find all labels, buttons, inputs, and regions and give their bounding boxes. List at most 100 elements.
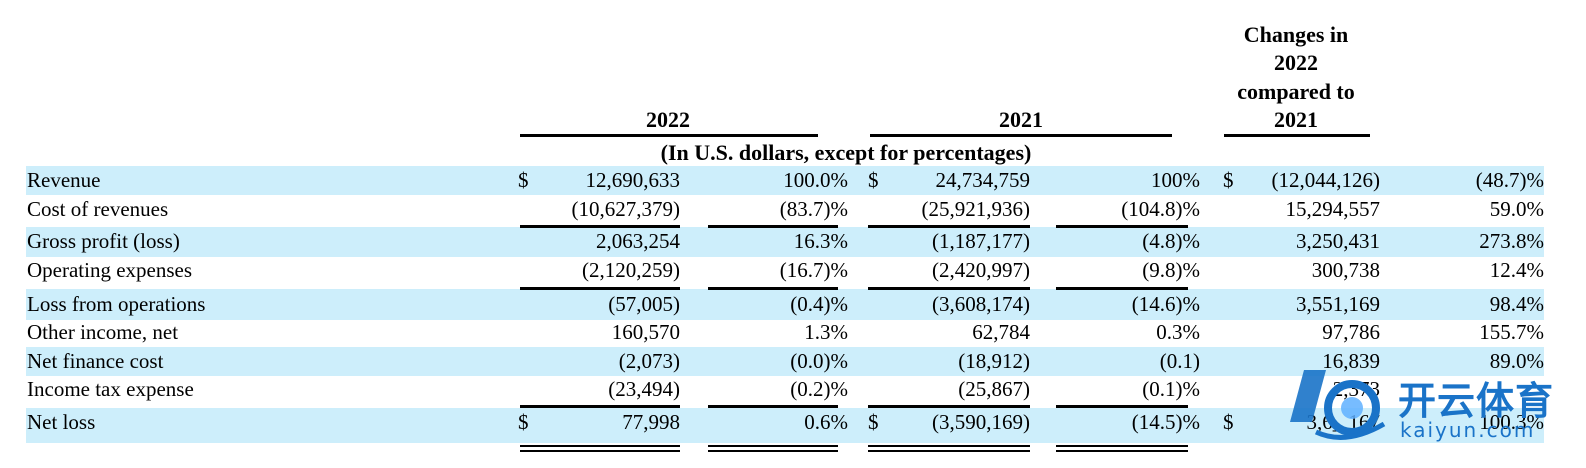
value-2022: (2,073) (618, 349, 680, 373)
percent-2021: (0.1)% (1142, 377, 1200, 401)
percent-2022: (0.4)% (790, 292, 848, 316)
header-change-rule (1224, 134, 1370, 137)
value-change: 3,551,169 (1296, 292, 1380, 316)
percent-change: (48.7)% (1475, 168, 1544, 192)
row-shade-revenue (26, 166, 1544, 195)
underline-rule (868, 405, 1030, 408)
dollar-sign-2022: $ (518, 168, 529, 192)
underline-rule (708, 405, 838, 408)
percent-2022: (0.0)% (790, 349, 848, 373)
row-label: Other income, net (27, 320, 179, 344)
percent-2021: (104.8)% (1121, 197, 1200, 221)
percent-2022: 1.3% (804, 320, 848, 344)
underline-rule (868, 225, 1030, 228)
row-label: Cost of revenues (27, 197, 169, 221)
header-2022-rule (520, 134, 818, 137)
dollar-sign-2022: $ (518, 410, 529, 434)
percent-2021: (14.6)% (1131, 292, 1200, 316)
percent-2022: (16.7)% (779, 258, 848, 282)
row-label: Gross profit (loss) (27, 229, 180, 253)
percent-change: 98.4% (1489, 292, 1544, 316)
underline-rule (868, 287, 1030, 290)
header-change-line2: 2022 (1274, 50, 1318, 75)
double-underline-rule (708, 445, 838, 447)
header-change-line4: 2021 (1274, 107, 1318, 132)
percent-2021: (9.8)% (1142, 258, 1200, 282)
value-2021: (18,912) (958, 349, 1030, 373)
value-2022: (2,120,259) (582, 258, 680, 282)
underline-rule (708, 225, 838, 228)
units-note: (In U.S. dollars, except for percentages… (660, 140, 1032, 165)
value-2021: (3,608,174) (932, 292, 1030, 316)
percent-2022: 16.3% (793, 229, 848, 253)
percent-2021: (0.1) (1159, 349, 1200, 373)
underline-rule (708, 287, 838, 290)
header-2022: 2022 (646, 107, 690, 132)
value-2021: (25,921,936) (921, 197, 1031, 221)
double-underline-rule (1056, 450, 1188, 452)
percent-2022: 0.6% (804, 410, 848, 434)
double-underline-rule (1056, 445, 1188, 447)
percent-change: 12.4% (1489, 258, 1544, 282)
value-change: 3,250,431 (1296, 229, 1380, 253)
value-change: (12,044,126) (1271, 168, 1381, 192)
value-change: 15,294,557 (1285, 197, 1381, 221)
row-label: Income tax expense (27, 377, 194, 401)
row-label: Revenue (27, 168, 101, 192)
row-label: Net finance cost (27, 349, 164, 373)
percent-change: 89.0% (1489, 349, 1544, 373)
double-underline-rule (868, 445, 1030, 447)
row-shade-loss-ops (26, 289, 1544, 320)
value-2022: (10,627,379) (571, 197, 681, 221)
row-label: Operating expenses (27, 258, 193, 282)
watermark-brand-en: kaiyun.com (1400, 418, 1536, 442)
percent-change: 100.3% (1479, 410, 1544, 434)
underline-rule (1056, 225, 1188, 228)
value-2022: 160,570 (611, 320, 680, 344)
value-2022: 77,998 (622, 410, 680, 434)
kaiyun-watermark: 开云体育 kaiyun.com (1286, 362, 1556, 450)
dollar-sign-change: $ (1223, 168, 1234, 192)
percent-change: 59.0% (1489, 197, 1544, 221)
value-2021: (25,867) (958, 377, 1030, 401)
value-2022: 12,690,633 (585, 168, 681, 192)
value-2022: (57,005) (608, 292, 680, 316)
underline-rule (1056, 287, 1188, 290)
watermark-brand-cn: 开云体育 (1398, 379, 1555, 423)
underline-rule (1056, 405, 1188, 408)
double-underline-rule (520, 445, 680, 447)
percent-2022: (83.7)% (779, 197, 848, 221)
dollar-sign-2021: $ (868, 410, 879, 434)
percent-2022: 100.0% (783, 168, 848, 192)
value-2021: (2,420,997) (932, 258, 1030, 282)
underline-rule (520, 225, 680, 228)
double-underline-rule (708, 450, 838, 452)
header-2021-rule (870, 134, 1172, 137)
value-change: 300,738 (1311, 258, 1380, 282)
double-underline-rule (868, 450, 1030, 452)
row-label: Net loss (27, 410, 96, 434)
percent-2021: (4.8)% (1142, 229, 1200, 253)
value-2021: (1,187,177) (932, 229, 1030, 253)
double-underline-rule (520, 450, 680, 452)
row-shade-net-loss (26, 408, 1544, 443)
value-2022: (23,494) (608, 377, 680, 401)
row-shade-gross (26, 227, 1544, 257)
value-change: 97,786 (1322, 320, 1380, 344)
dollar-sign-change: $ (1223, 410, 1234, 434)
underline-rule (520, 405, 680, 408)
kaiyun-logo-icon (1290, 370, 1386, 440)
row-label: Loss from operations (27, 292, 206, 316)
percent-2021: (14.5)% (1131, 410, 1200, 434)
dollar-sign-2021: $ (868, 168, 879, 192)
value-2021: 24,734,759 (935, 168, 1031, 192)
percent-2021: 0.3% (1156, 320, 1200, 344)
header-change-line1: Changes in (1243, 22, 1349, 47)
value-2021: (3,590,169) (932, 410, 1030, 434)
percent-2022: (0.2)% (790, 377, 848, 401)
percent-change: 155.7% (1479, 320, 1544, 344)
header-change-line3: compared to (1237, 79, 1355, 104)
underline-rule (520, 287, 680, 290)
percent-2021: 100% (1151, 168, 1200, 192)
value-2021: 62,784 (972, 320, 1030, 344)
